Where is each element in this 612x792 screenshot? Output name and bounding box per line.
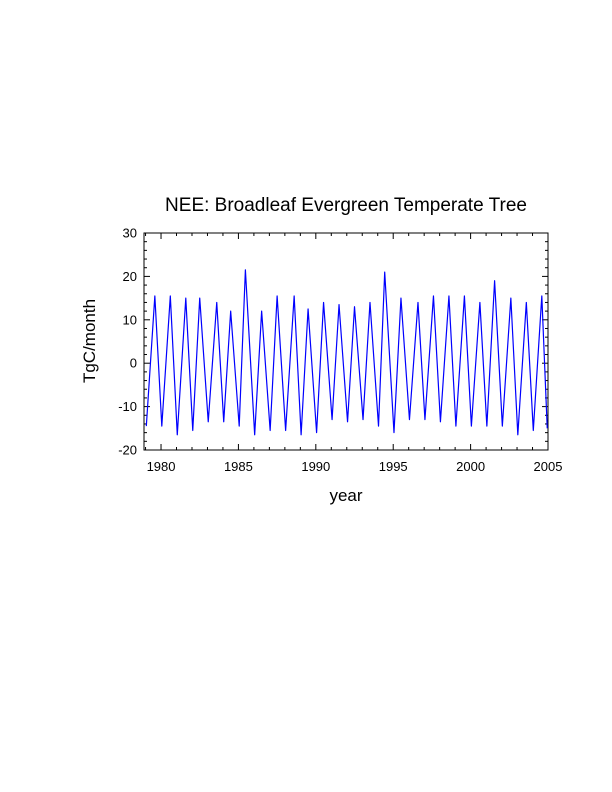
plot-frame <box>143 232 549 451</box>
x-tick-label: 2000 <box>456 459 485 474</box>
y-tick-label: 0 <box>130 356 137 371</box>
x-tick-label: 1990 <box>301 459 330 474</box>
plot-area: 1980 1985 1990 1995 2000 2005 -20 -10 0 10 20 30 <box>118 226 562 475</box>
chart-title: NEE: Broadleaf Evergreen Temperate Tree <box>165 195 527 216</box>
y-tick-label: -10 <box>118 399 137 414</box>
nee-series-line <box>145 269 548 436</box>
x-tick-label: 1985 <box>224 459 253 474</box>
y-tick-label: 20 <box>123 269 137 284</box>
x-tick-label: 1995 <box>379 459 408 474</box>
y-tick-label: 30 <box>123 226 137 241</box>
y-tick-label: -20 <box>118 443 137 458</box>
x-tick-label: 2005 <box>534 459 563 474</box>
y-tick-label: 10 <box>123 312 137 327</box>
y-axis-label: TgC/month <box>80 299 99 383</box>
x-axis-label: year <box>329 486 362 505</box>
x-tick-label: 1980 <box>147 459 176 474</box>
